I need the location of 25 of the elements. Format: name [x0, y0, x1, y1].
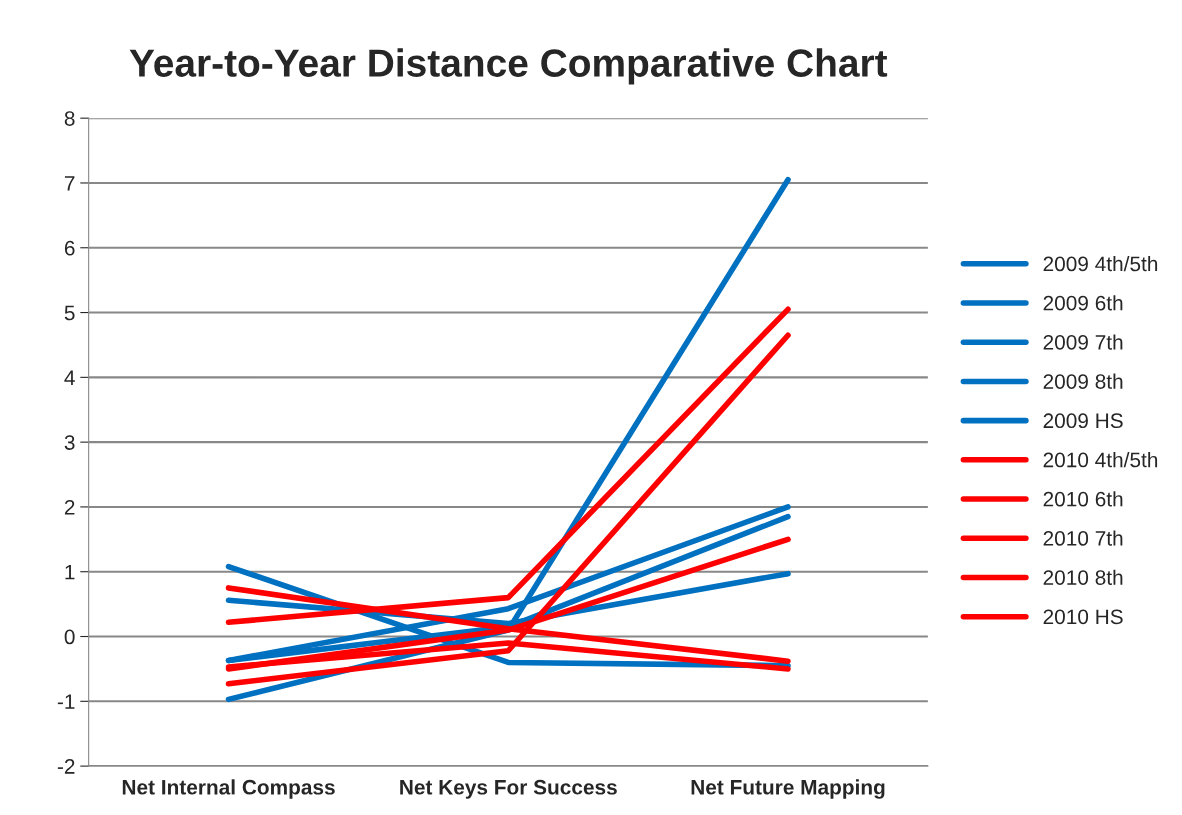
y-tick-label: 2 — [64, 499, 75, 515]
legend-label: 2009 4th/5th — [1043, 255, 1158, 272]
y-tick-label: 5 — [64, 305, 75, 321]
chart-title: Year-to-Year Distance Comparative Chart — [129, 48, 888, 85]
x-tick-label: Net Keys For Success — [400, 779, 617, 799]
y-tick-label: 8 — [64, 111, 75, 126]
legend-label: 2010 4th/5th — [1043, 452, 1158, 468]
legend-label: 2010 7th — [1043, 530, 1123, 546]
legend-label: 2009 6th — [1043, 295, 1123, 311]
y-tick-label: 3 — [64, 435, 75, 450]
legend-label: 2010 8th — [1043, 569, 1123, 585]
legend-label: 2009 HS — [1043, 413, 1123, 429]
x-tick-label: Net Internal Compass — [122, 779, 335, 799]
legend-label: 2009 7th — [1043, 334, 1123, 350]
y-tick-label: 7 — [64, 176, 75, 191]
y-tick-label: 0 — [64, 629, 75, 645]
x-tick-label: Net Future Mapping — [691, 779, 885, 799]
y-tick-label: -2 — [57, 759, 75, 774]
legend-label: 2009 8th — [1043, 373, 1123, 389]
legend-label: 2010 6th — [1043, 491, 1123, 507]
y-tick-label: 6 — [64, 240, 75, 256]
y-tick-label: 4 — [64, 370, 75, 385]
y-tick-label: -1 — [57, 694, 75, 709]
y-tick-label: 1 — [65, 564, 75, 580]
legend-label: 2010 HS — [1043, 609, 1123, 625]
